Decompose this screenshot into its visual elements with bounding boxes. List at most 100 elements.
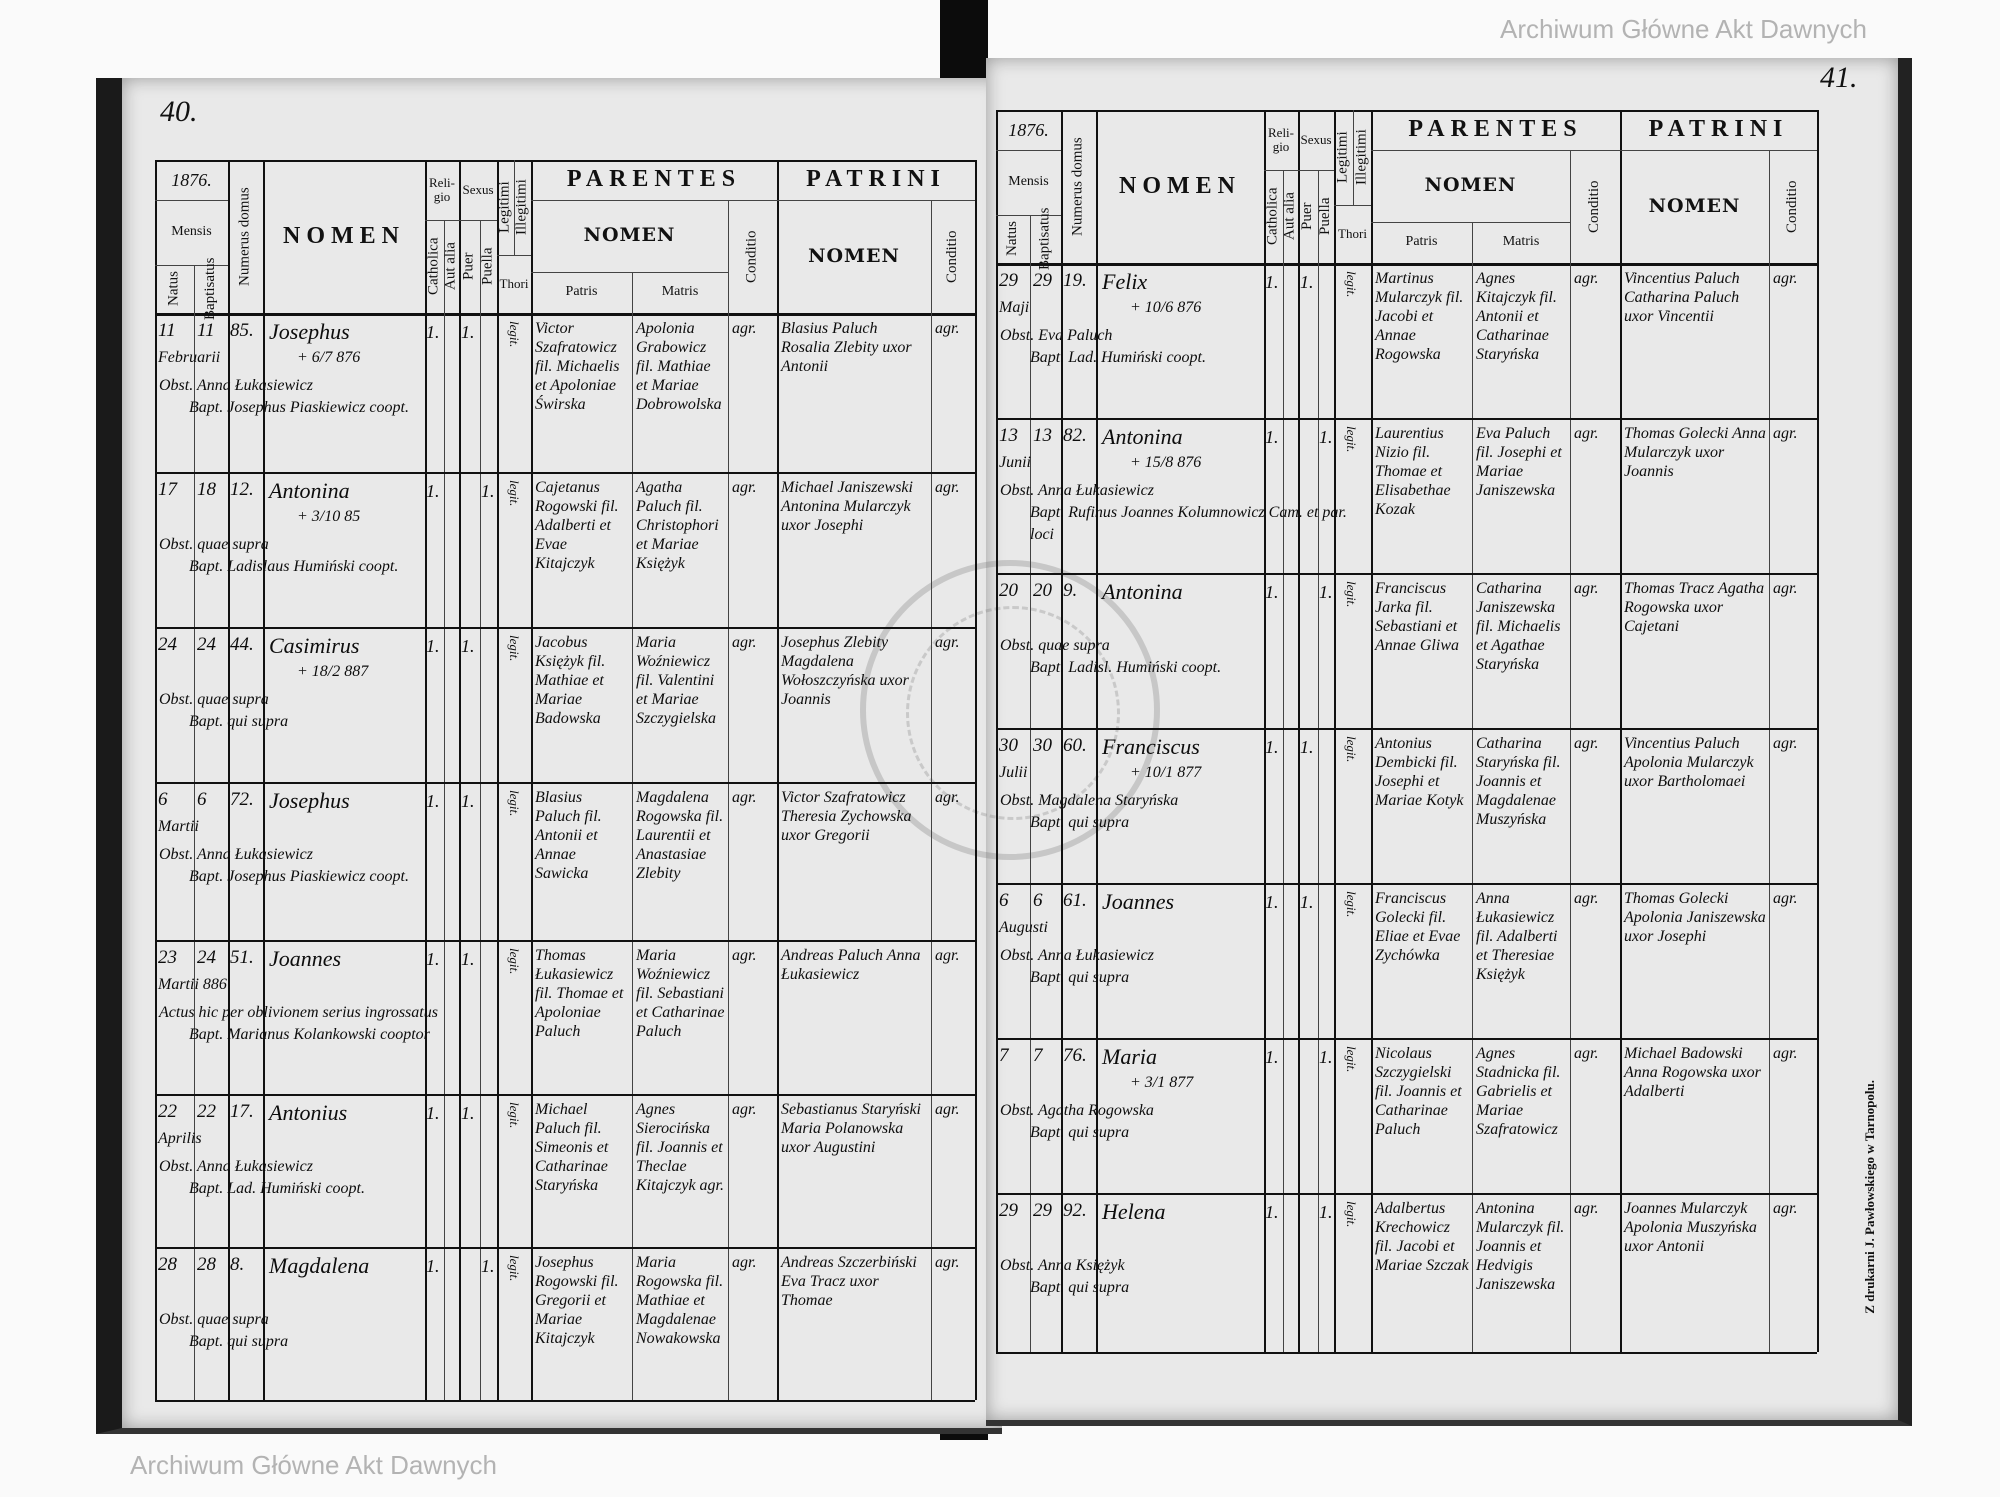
father-name: Antonius Dembicki fil. Josephi et Mariae…: [1375, 735, 1464, 809]
header-matris: Matris: [1502, 234, 1540, 250]
baptizer-note: Bapt. qui supra: [189, 1333, 289, 1350]
header-baptisatus: Baptisatus: [202, 257, 219, 321]
header-mensis: Mensis: [1008, 174, 1049, 190]
death-note: + 18/2 887: [297, 663, 369, 680]
parents-condition: agr.: [732, 320, 757, 337]
parents-condition: agr.: [732, 634, 757, 651]
religion-catholic-mark: 1.: [1265, 892, 1279, 912]
birth-day: 29: [999, 1200, 1018, 1221]
sex-puer-mark: 1.: [461, 791, 475, 811]
row-divider: [155, 1400, 975, 1402]
baptism-day: 6: [197, 789, 207, 810]
header-parentes: PARENTES: [566, 166, 742, 193]
house-number: 82.: [1063, 425, 1087, 446]
midwife-note: Obst. Anna Łukasiewicz: [159, 1158, 313, 1175]
parents-condition: agr.: [1574, 890, 1599, 907]
birth-day: 6: [158, 789, 168, 810]
row-divider: [996, 418, 1817, 420]
birth-month: Junii: [999, 454, 1031, 471]
baptism-day: 24: [197, 947, 216, 968]
row-divider: [155, 1094, 975, 1096]
father-name: Blasius Paluch fil. Antonii et Annae Saw…: [535, 789, 602, 882]
mother-name: Magdalena Rogowska fil. Laurentii et Ana…: [636, 789, 724, 882]
midwife-note: Obst. Anna Łukasiewicz: [159, 846, 313, 863]
register-page-left: [96, 78, 1002, 1434]
birth-day: 29: [999, 270, 1018, 291]
father-name: Martinus Mularczyk fil. Jacobi et Annae …: [1375, 270, 1464, 363]
page-number: 41.: [1820, 61, 1858, 94]
religion-catholic-mark: 1.: [1265, 427, 1279, 447]
religion-catholic-mark: 1.: [426, 322, 440, 342]
godparents-condition: agr.: [935, 634, 960, 651]
table-top-border: [996, 110, 1817, 112]
header-puer: Puer: [460, 252, 477, 281]
godparents-names: Andreas Szczerbiński Eva Tracz uxor Thom…: [781, 1254, 917, 1309]
godparents-condition: agr.: [935, 479, 960, 496]
godparents-condition: agr.: [935, 1254, 960, 1271]
godparents-condition: agr.: [935, 320, 960, 337]
sex-puer-mark: 1.: [1300, 272, 1314, 292]
column-divider: [194, 265, 195, 1400]
entry-notes: Obst. Anna Łukasiewicz Bapt. Josephus Pia…: [159, 844, 525, 888]
father-name: Nicolaus Szczygielski fil. Joannis et Ca…: [1375, 1045, 1462, 1138]
header-conditio: Conditio: [743, 230, 760, 283]
child-name: Josephus: [269, 319, 350, 344]
baptizer-note: Bapt. Ladislaus Humiński coopt.: [189, 558, 399, 575]
godparents-names: Thomas Golecki Apolonia Janiszewska uxor…: [1624, 890, 1766, 945]
godparents-condition: agr.: [935, 1101, 960, 1118]
header-catholica: Catholica: [425, 237, 442, 296]
header-divider: [531, 200, 975, 201]
header-patris: Patris: [565, 284, 598, 300]
header-matris: Matris: [661, 284, 699, 300]
house-number: 12.: [230, 479, 254, 500]
header-parentes-nomen: NOMEN: [1424, 174, 1517, 197]
entry-notes: Obst. quae supra Bapt. Ladislaus Humiński…: [159, 534, 525, 578]
row-divider: [996, 1352, 1817, 1354]
legitimacy-mark: legit.: [507, 1102, 522, 1129]
birth-day: 30: [999, 735, 1018, 756]
religion-catholic-mark: 1.: [1265, 1047, 1279, 1067]
child-name: Joannes: [1102, 889, 1175, 914]
parents-condition: agr.: [1574, 735, 1599, 752]
mother-name: Maria Woźniewicz fil. Sebastiani et Cath…: [636, 947, 725, 1040]
father-name: Franciscus Golecki fil. Eliae et Evae Zy…: [1375, 890, 1461, 964]
header-sexus: Sexus: [462, 182, 494, 198]
birth-day: 28: [158, 1254, 177, 1275]
parents-condition: agr.: [1574, 1200, 1599, 1217]
legitimacy-mark: legit.: [507, 790, 522, 817]
father-name: Cajetanus Rogowski fil. Adalberti et Eva…: [535, 479, 619, 572]
godparents-condition: agr.: [1773, 1200, 1798, 1217]
legitimacy-mark: legit.: [1344, 736, 1359, 763]
column-divider: [1096, 110, 1098, 1352]
column-divider: [975, 160, 977, 1400]
house-number: 44.: [230, 634, 254, 655]
godparents-condition: agr.: [1773, 735, 1798, 752]
godparents-names: Victor Szafratowicz Theresia Zychowska u…: [781, 789, 912, 844]
godparents-names: Michael Janiszewski Antonina Mularczyk u…: [781, 479, 913, 534]
religion-catholic-mark: 1.: [426, 791, 440, 811]
godparents-condition: agr.: [1773, 425, 1798, 442]
house-number: 72.: [230, 789, 254, 810]
midwife-note: Obst. Anna Łukasiewicz: [1000, 947, 1154, 964]
column-divider: [1371, 110, 1373, 1352]
godparents-names: Joannes Mularczyk Apolonia Muszyńska uxo…: [1624, 1200, 1757, 1255]
header-divider: [1264, 170, 1334, 171]
column-divider: [1030, 215, 1031, 1352]
legitimacy-mark: legit.: [507, 948, 522, 975]
header-aut-alia: Aut alia: [1281, 192, 1298, 241]
legitimacy-mark: legit.: [507, 321, 522, 348]
header-bottom-border: [996, 263, 1817, 266]
header-parentes: PARENTES: [1408, 116, 1583, 143]
column-divider: [1061, 110, 1063, 1352]
religion-catholic-mark: 1.: [426, 1256, 440, 1276]
birth-day: 22: [158, 1101, 177, 1122]
sex-puer-mark: 1.: [461, 636, 475, 656]
header-nomen: NOMEN: [283, 222, 405, 249]
child-name: Josephus: [269, 788, 350, 813]
parents-condition: agr.: [1574, 270, 1599, 287]
father-name: Thomas Łukasiewicz fil. Thomae et Apolon…: [535, 947, 624, 1040]
parents-condition: agr.: [732, 1101, 757, 1118]
sex-puer-mark: 1.: [461, 949, 475, 969]
birth-month: Julii: [999, 764, 1028, 781]
entry-notes: Obst. Agatha Rogowska Bapt. qui supra: [1000, 1100, 1365, 1144]
